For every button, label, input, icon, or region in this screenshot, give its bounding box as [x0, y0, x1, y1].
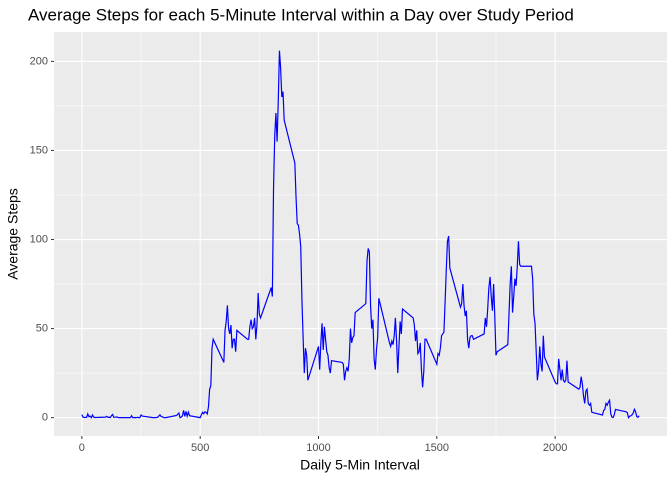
- x-tick-label: 1000: [306, 442, 330, 454]
- y-tick-label: 0: [42, 412, 48, 424]
- line: [81, 50, 640, 419]
- x-tick-label: 0: [79, 442, 85, 454]
- y-tick-label: 100: [30, 233, 48, 245]
- y-tick-label: 150: [30, 144, 48, 156]
- y-axis-title: Average Steps: [5, 188, 21, 280]
- x-tick-label: 2000: [543, 442, 567, 454]
- x-tick-label: 1500: [425, 442, 449, 454]
- chart-title: Average Steps for each 5-Minute Interval…: [28, 5, 574, 24]
- x-axis-title: Daily 5-Min Interval: [300, 457, 420, 473]
- x-tick-label: 500: [191, 442, 209, 454]
- y-tick-label: 200: [30, 55, 48, 67]
- panel: [54, 32, 667, 436]
- y-tick-label: 50: [36, 322, 48, 334]
